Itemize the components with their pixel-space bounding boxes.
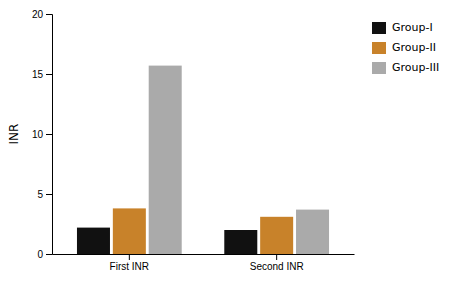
bar [77,228,110,254]
legend-label: Group-III [392,61,439,74]
x-tick: First INR [110,254,149,272]
y-tick: 0 [37,249,52,260]
legend-swatch [372,42,386,54]
x-axis-line [53,254,355,255]
plot: 0 5 10 15 20 First INR Second INR [32,9,355,272]
legend: Group-I Group-II Group-III [372,21,439,74]
y-tick: 10 [32,129,52,140]
y-tick-label: 10 [32,129,44,140]
legend-swatch [372,22,386,34]
y-tick-label: 5 [37,189,43,200]
legend-item: Group-I [372,21,433,34]
legend-label: Group-I [392,21,433,34]
y-tick-label: 20 [32,9,44,20]
bar [260,217,293,254]
y-tick-mark [46,134,52,135]
bars [77,66,329,254]
x-tick-mark [129,254,130,260]
legend-item: Group-III [372,61,439,74]
x-tick: Second INR [250,254,304,272]
x-tick-label: Second INR [250,261,304,272]
bar [149,66,182,254]
bar [113,208,146,254]
legend-label: Group-II [392,41,436,54]
x-tick-label: First INR [110,261,149,272]
bar [224,230,257,254]
y-tick-mark [46,14,52,15]
x-axis: First INR Second INR [53,254,355,272]
legend-swatch [372,62,386,74]
x-tick-mark [276,254,277,260]
y-tick: 15 [32,69,52,80]
chart: 05101520First INRSecond INRINRGroup-IGro… [0,0,474,284]
y-tick: 20 [32,9,52,20]
y-tick-mark [46,194,52,195]
y-tick-mark [46,254,52,255]
y-tick-label: 0 [37,249,43,260]
bar [296,210,329,254]
y-axis-title: INR [7,124,21,145]
y-tick-label: 15 [32,69,44,80]
y-axis: 0 5 10 15 20 [32,9,53,260]
y-tick-mark [46,74,52,75]
y-axis-line [46,15,53,255]
legend-item: Group-II [372,41,436,54]
y-tick: 5 [37,189,52,200]
